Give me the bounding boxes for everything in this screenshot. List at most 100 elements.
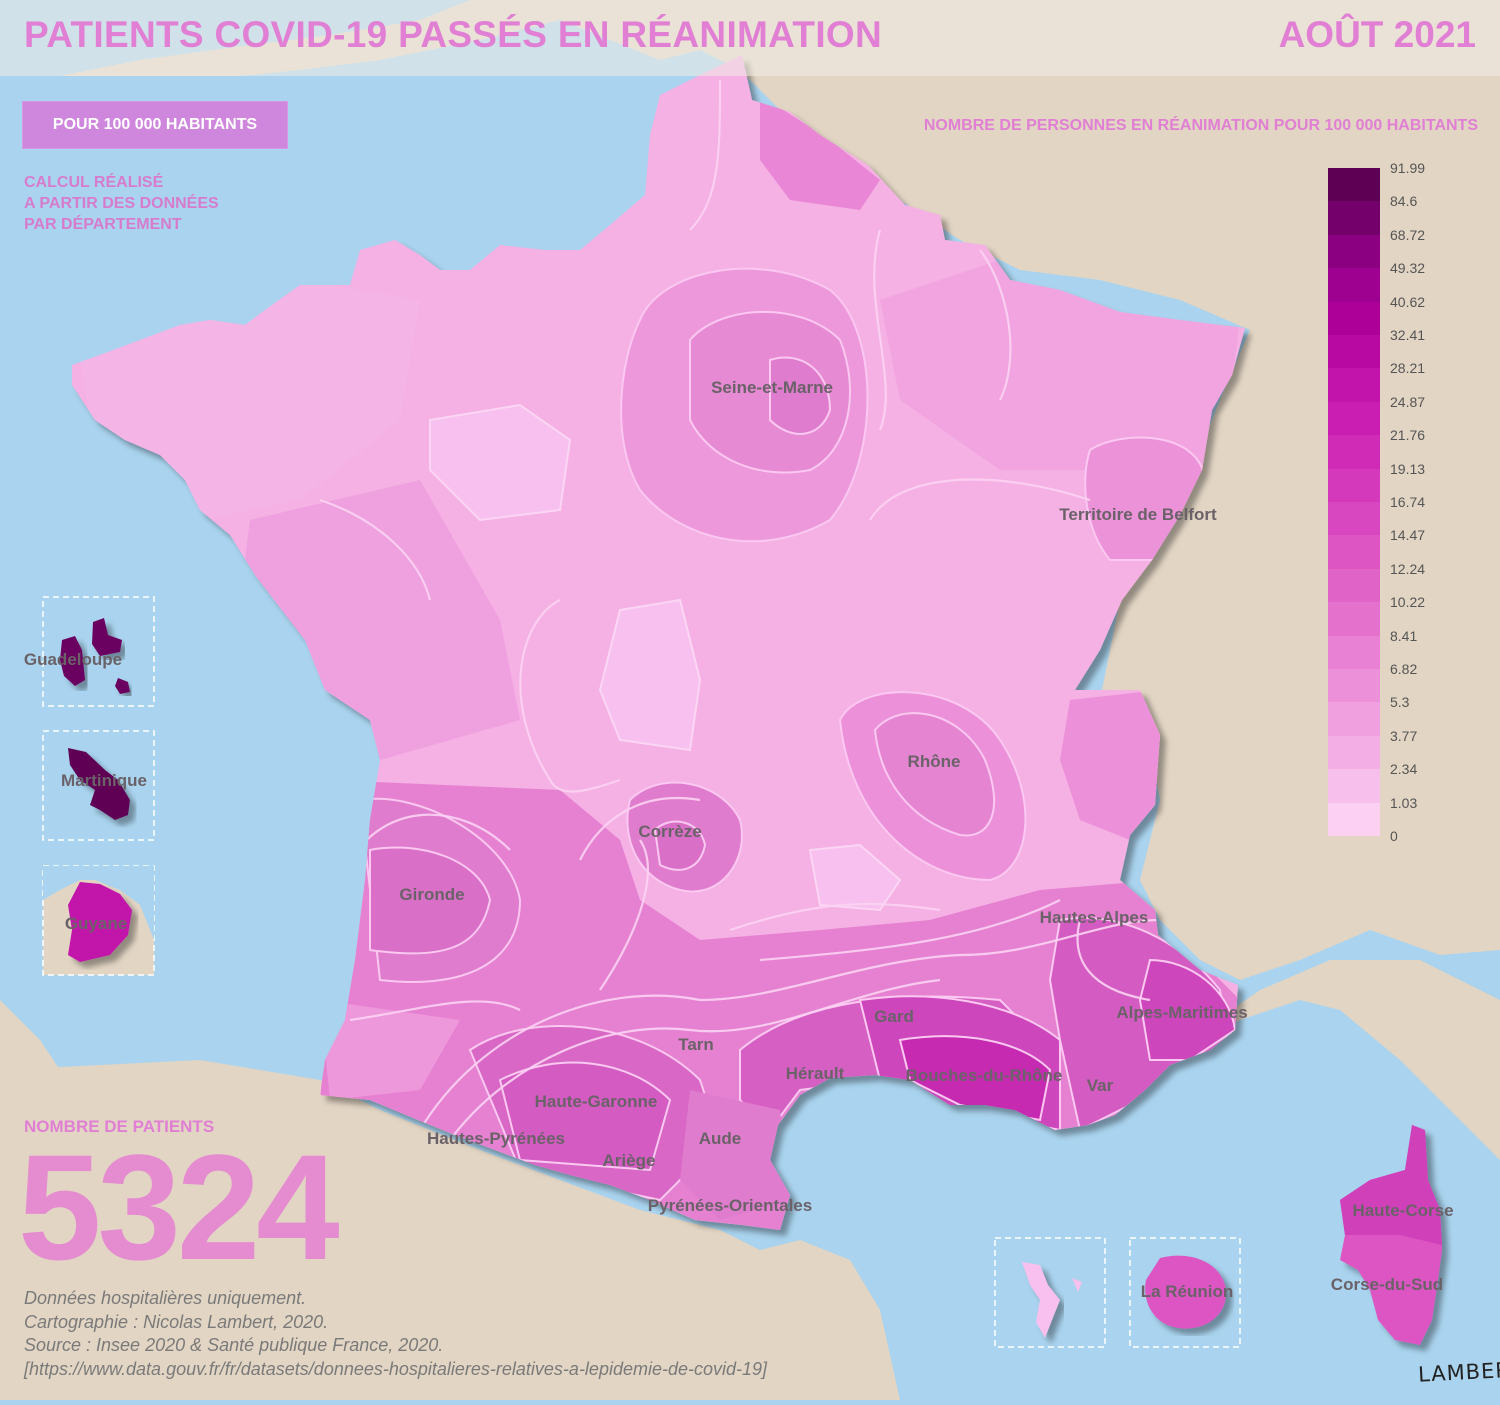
period-label: AOÛT 2021 [1278, 14, 1476, 55]
label-hautes-pyrenees: Hautes-Pyrénées [427, 1129, 565, 1148]
credits-line: Cartographie : Nicolas Lambert, 2020. [24, 1311, 329, 1332]
legend-swatch [1328, 602, 1380, 636]
legend-break-label: 0 [1390, 828, 1398, 844]
inset-frame-martinique [42, 730, 155, 841]
legend-swatch [1328, 201, 1380, 235]
label-seine-et-marne: Seine-et-Marne [711, 378, 833, 397]
legend-swatch [1328, 535, 1380, 569]
label-la-reunion: La Réunion [1141, 1282, 1234, 1301]
patient-count-label: NOMBRE DE PATIENTS [24, 1117, 215, 1136]
legend-break-label: 2.34 [1390, 761, 1418, 778]
band-aude [680, 1090, 790, 1220]
inset-martinique [42, 730, 155, 841]
legend-break-label: 32.41 [1390, 327, 1426, 343]
credits-line: Données hospitalières uniquement. [24, 1288, 307, 1308]
legend-swatch [1328, 669, 1380, 703]
label-hautes-alpes: Hautes-Alpes [1040, 908, 1149, 927]
legend-break-label: 84.6 [1390, 193, 1418, 210]
legend-swatch [1328, 234, 1380, 269]
guadeloupe-marie-galante [115, 678, 130, 694]
legend-break-label: 28.21 [1390, 360, 1426, 377]
label-bouches-du-rhone: Bouches-du-Rhône [906, 1066, 1063, 1085]
legend-title: NOMBRE DE PERSONNES EN RÉANIMATION POUR … [923, 117, 1478, 134]
method-note-line: PAR DÉPARTEMENT [24, 216, 182, 233]
legend-break-label: 21.76 [1390, 427, 1426, 444]
legend-swatch [1328, 635, 1380, 669]
legend-swatch [1328, 401, 1380, 436]
band-low-centre [429, 403, 572, 522]
landmass-italy [1160, 960, 1500, 1160]
label-alpes-maritimes: Alpes-Maritimes [1116, 1003, 1247, 1022]
legend-swatch [1328, 368, 1380, 402]
band-landes [320, 1000, 460, 1100]
guadeloupe-basse-terre [60, 636, 85, 686]
label-gard: Gard [874, 1007, 914, 1026]
credits-line: Source : Insee 2020 & Santé publique Fra… [24, 1335, 444, 1355]
legend-swatch [1328, 702, 1380, 736]
guyane-sea [43, 866, 154, 940]
legend-break-label: 6.82 [1390, 661, 1418, 677]
band-nord [760, 95, 880, 210]
legend-break-label: 14.47 [1390, 527, 1426, 544]
label-ariege: Ariège [603, 1151, 656, 1170]
inset-frame-mayotte [994, 1237, 1106, 1348]
label-guadeloupe: Guadeloupe [24, 650, 122, 669]
corsica [1340, 1125, 1442, 1345]
legend-break-label: 8.41 [1390, 627, 1418, 644]
guadeloupe-grande-terre [92, 618, 122, 656]
label-gironde: Gironde [399, 885, 464, 904]
legend-break-label: 19.13 [1390, 460, 1426, 477]
label-haute-garonne: Haute-Garonne [535, 1092, 658, 1111]
patient-count-value: 5324 [18, 1123, 340, 1291]
label-haute-corse: Haute-Corse [1352, 1201, 1453, 1220]
martinique-shape [68, 748, 130, 820]
credits: Données hospitalières uniquement. Cartog… [24, 1287, 767, 1381]
label-guyane: Guyane [65, 914, 127, 933]
legend-swatch [1328, 301, 1380, 335]
band-bouches-du-rhone-2 [898, 1035, 1052, 1122]
label-rhone: Rhône [908, 752, 961, 771]
band-gironde-2 [369, 846, 492, 955]
legend-break-label: 10.22 [1390, 594, 1426, 611]
band-low-auvergne [598, 598, 702, 752]
inset-reunion [1129, 1237, 1241, 1348]
guyane-shape [68, 882, 132, 962]
map-labels: Seine-et-Marne Territoire de Belfort Rhô… [24, 378, 1454, 1301]
label-pyrenees-orientales: Pyrénées-Orientales [648, 1196, 812, 1215]
legend-swatch [1328, 468, 1380, 502]
band-alpes-nord [1060, 690, 1160, 840]
inset-frame-reunion [1129, 1237, 1241, 1348]
per-capita-toggle-button[interactable]: POUR 100 000 HABITANTS [22, 101, 288, 149]
legend-swatch [1328, 335, 1380, 369]
method-note: CALCUL RÉALISÉ A PARTIR DES DONNÉES PAR … [24, 172, 219, 235]
legend-break-label: 3.77 [1390, 727, 1418, 744]
legend-swatch [1328, 435, 1380, 469]
credits-source-url[interactable]: [https://www.data.gouv.fr/fr/datasets/do… [24, 1358, 768, 1379]
landmass-southwest [0, 1000, 60, 1080]
landmass-north [0, 0, 1500, 980]
contour-lines [319, 79, 1161, 1141]
legend-swatch [1328, 802, 1380, 836]
legend-break-label: 16.74 [1390, 494, 1426, 510]
label-tarn: Tarn [678, 1035, 714, 1054]
label-correze: Corrèze [638, 822, 701, 841]
legend-break-label: 5.3 [1390, 694, 1410, 711]
legend-break-label: 68.72 [1390, 226, 1426, 243]
title-bar [0, 0, 1500, 76]
legend-swatch [1328, 502, 1380, 536]
label-martinique: Martinique [61, 771, 147, 790]
inset-guadeloupe [42, 596, 155, 707]
label-corse-du-sud: Corse-du-Sud [1331, 1275, 1443, 1294]
legend-break-label: 12.24 [1390, 560, 1426, 577]
legend-break-label: 49.32 [1390, 260, 1426, 277]
legend-break-label: 40.62 [1390, 293, 1426, 310]
landmass-iberia [0, 1060, 900, 1400]
legend-swatch [1328, 769, 1380, 803]
inset-mayotte [994, 1237, 1106, 1348]
author-signature: LAMBERT [1417, 1357, 1500, 1387]
corsica-north [1340, 1125, 1442, 1245]
band-idf-3 [769, 356, 832, 435]
legend-swatch [1328, 568, 1380, 603]
